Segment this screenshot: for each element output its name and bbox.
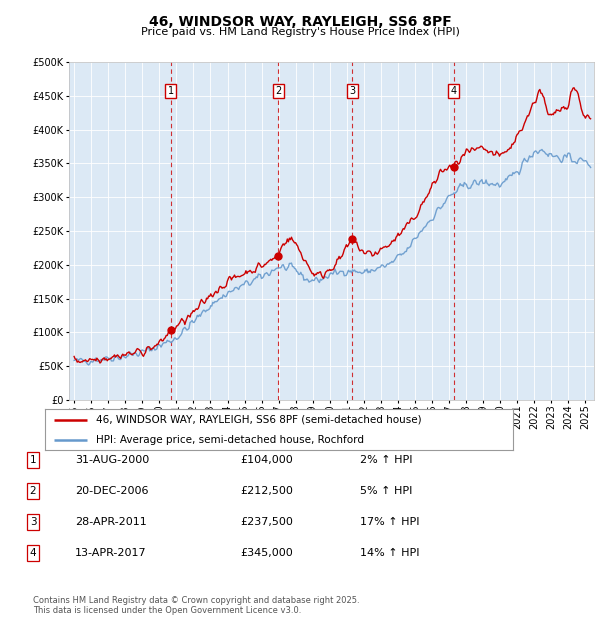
Text: 20-DEC-2006: 20-DEC-2006 [75, 486, 149, 496]
Text: 31-AUG-2000: 31-AUG-2000 [75, 455, 149, 465]
Text: 5% ↑ HPI: 5% ↑ HPI [360, 486, 412, 496]
Text: 13-APR-2017: 13-APR-2017 [75, 548, 146, 558]
Text: 4: 4 [451, 86, 457, 96]
Text: 28-APR-2011: 28-APR-2011 [75, 517, 147, 527]
Text: 4: 4 [29, 548, 37, 558]
Text: 46, WINDSOR WAY, RAYLEIGH, SS6 8PF (semi-detached house): 46, WINDSOR WAY, RAYLEIGH, SS6 8PF (semi… [97, 415, 422, 425]
Text: £104,000: £104,000 [240, 455, 293, 465]
Text: Price paid vs. HM Land Registry's House Price Index (HPI): Price paid vs. HM Land Registry's House … [140, 27, 460, 37]
Text: Contains HM Land Registry data © Crown copyright and database right 2025.
This d: Contains HM Land Registry data © Crown c… [33, 596, 359, 615]
Text: 1: 1 [167, 86, 174, 96]
Text: £345,000: £345,000 [240, 548, 293, 558]
Text: 17% ↑ HPI: 17% ↑ HPI [360, 517, 419, 527]
Text: £212,500: £212,500 [240, 486, 293, 496]
Text: £237,500: £237,500 [240, 517, 293, 527]
Text: 3: 3 [349, 86, 355, 96]
Text: 3: 3 [29, 517, 37, 527]
Text: 2% ↑ HPI: 2% ↑ HPI [360, 455, 413, 465]
Text: 1: 1 [29, 455, 37, 465]
Text: 2: 2 [29, 486, 37, 496]
Text: 14% ↑ HPI: 14% ↑ HPI [360, 548, 419, 558]
Text: HPI: Average price, semi-detached house, Rochford: HPI: Average price, semi-detached house,… [97, 435, 364, 445]
Text: 2: 2 [275, 86, 281, 96]
Text: 46, WINDSOR WAY, RAYLEIGH, SS6 8PF: 46, WINDSOR WAY, RAYLEIGH, SS6 8PF [149, 16, 451, 30]
